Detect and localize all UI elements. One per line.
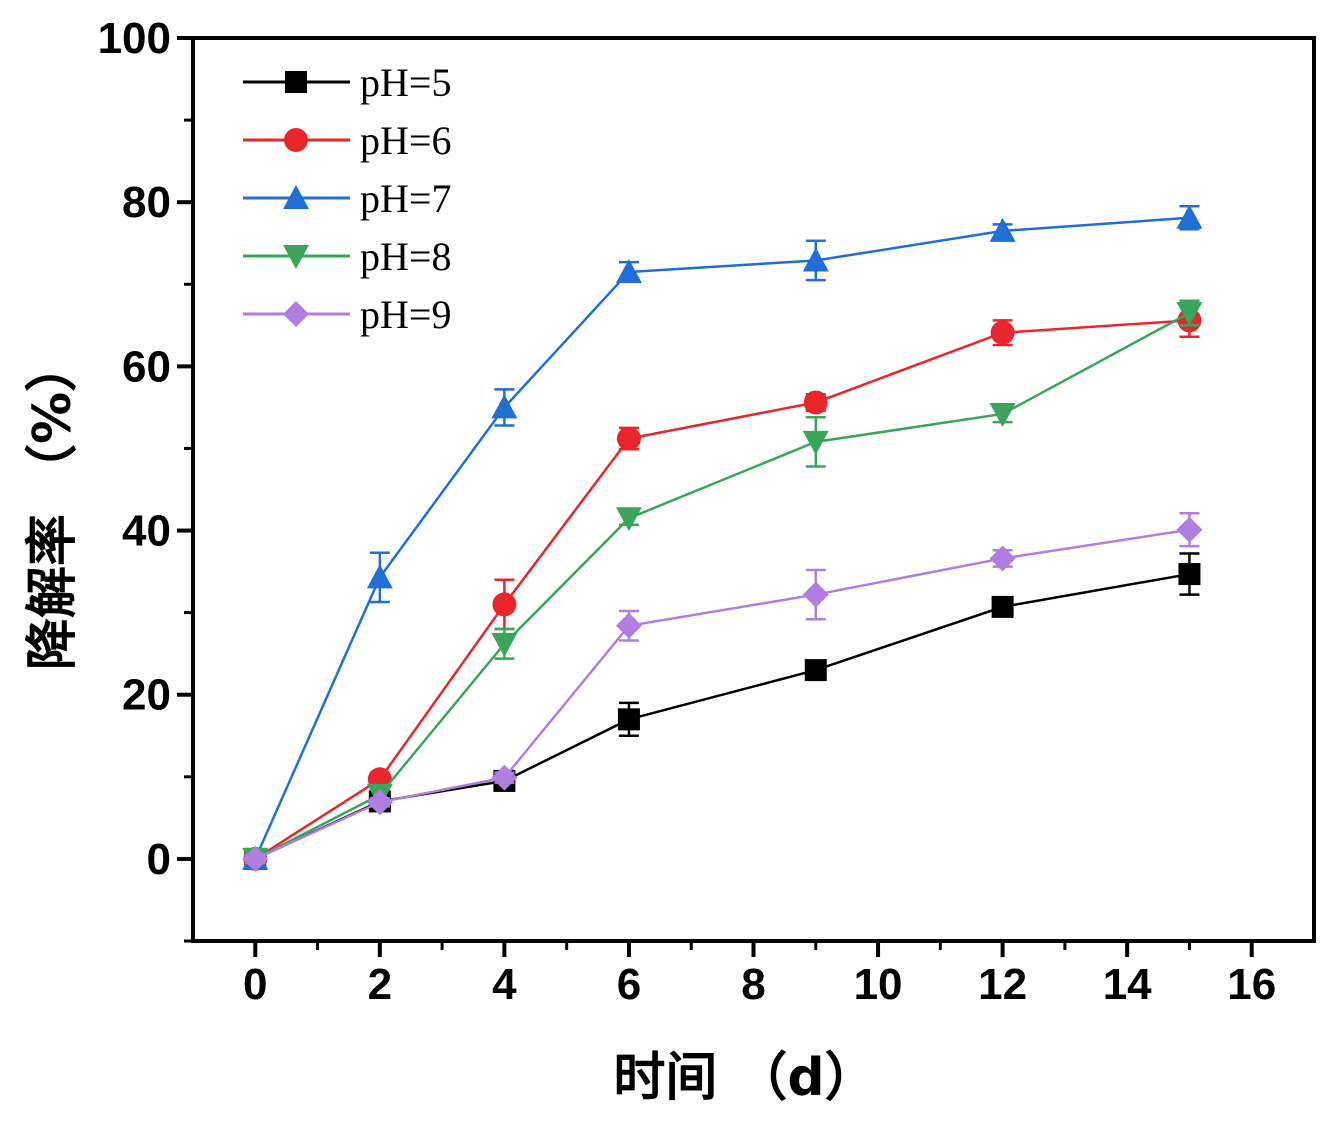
data-point-ph8	[1176, 302, 1203, 327]
y-tick-label: 20	[122, 671, 171, 720]
data-point-ph9	[989, 545, 1016, 572]
data-point-ph9	[366, 789, 393, 816]
legend-label: pH=5	[360, 60, 451, 105]
legend-marker	[283, 301, 309, 327]
y-tick-label: 100	[98, 14, 171, 63]
legend-entry-ph8: pH=8	[243, 234, 451, 279]
legend-label: pH=7	[360, 176, 451, 221]
y-axis-title: 降解率 （%）	[23, 340, 83, 670]
legend-label: pH=6	[360, 118, 451, 163]
x-axis-title: 时间 （d）	[613, 1048, 876, 1108]
data-point-ph9	[242, 845, 269, 872]
series-line-ph8	[254, 311, 1191, 861]
x-tick-label: 12	[978, 960, 1027, 1009]
y-tick-label: 60	[122, 342, 171, 391]
legend-marker	[284, 128, 308, 152]
y-tick-label: 0	[147, 835, 171, 884]
x-tick-label: 6	[617, 960, 641, 1009]
y-tick-label: 80	[122, 178, 171, 227]
data-point-ph5	[804, 659, 827, 682]
data-point-ph5	[991, 595, 1014, 618]
data-point-ph9	[1176, 516, 1203, 543]
legend-entry-ph7: pH=7	[243, 176, 451, 221]
legend-marker	[283, 185, 309, 209]
data-point-ph9	[615, 612, 642, 639]
data-point-ph9	[491, 764, 518, 791]
legend-label: pH=8	[360, 234, 451, 279]
legend-label: pH=9	[360, 292, 451, 337]
legend: pH=5 pH=6 pH=7 pH=8 pH=9	[243, 60, 451, 337]
x-tick-label: 0	[243, 960, 267, 1009]
data-point-ph5	[1178, 563, 1201, 586]
legend-marker	[285, 71, 307, 93]
x-tick-label: 4	[492, 960, 517, 1009]
x-tick-label: 16	[1227, 960, 1276, 1009]
x-tick-label: 2	[368, 960, 392, 1009]
data-point-ph9	[802, 581, 829, 608]
series-ph7	[242, 204, 1203, 870]
x-tick-label: 14	[1103, 960, 1152, 1009]
data-point-ph5	[617, 708, 640, 731]
data-point-ph7	[989, 217, 1016, 242]
data-point-ph7	[802, 247, 829, 272]
data-point-ph7	[366, 564, 393, 589]
data-point-ph7	[491, 394, 518, 419]
series-ph9	[242, 512, 1203, 872]
data-point-ph8	[491, 632, 518, 657]
data-point-ph8	[802, 430, 829, 455]
x-tick-label: 8	[741, 960, 765, 1009]
data-point-ph6	[990, 320, 1015, 345]
data-point-ph7	[615, 258, 642, 283]
data-point-ph8	[615, 507, 642, 532]
axes-layer: 0 2 4 6 8 10 12 14 16 0 20 40 60 80 100	[98, 14, 1316, 1009]
series-layer	[242, 204, 1203, 872]
x-tick-label: 10	[854, 960, 903, 1009]
series-line-ph5	[254, 572, 1190, 861]
data-point-ph6	[492, 592, 517, 617]
legend-entry-ph9: pH=9	[243, 292, 451, 337]
data-point-ph8	[989, 402, 1016, 427]
y-tick-label: 40	[122, 507, 171, 556]
series-line-ph6	[254, 319, 1190, 860]
data-point-ph7	[1176, 204, 1203, 229]
legend-entry-ph5: pH=5	[243, 60, 451, 105]
legend-entry-ph6: pH=6	[243, 118, 451, 163]
legend-marker	[283, 245, 309, 269]
data-point-ph6	[803, 390, 828, 415]
data-point-ph6	[616, 426, 641, 451]
